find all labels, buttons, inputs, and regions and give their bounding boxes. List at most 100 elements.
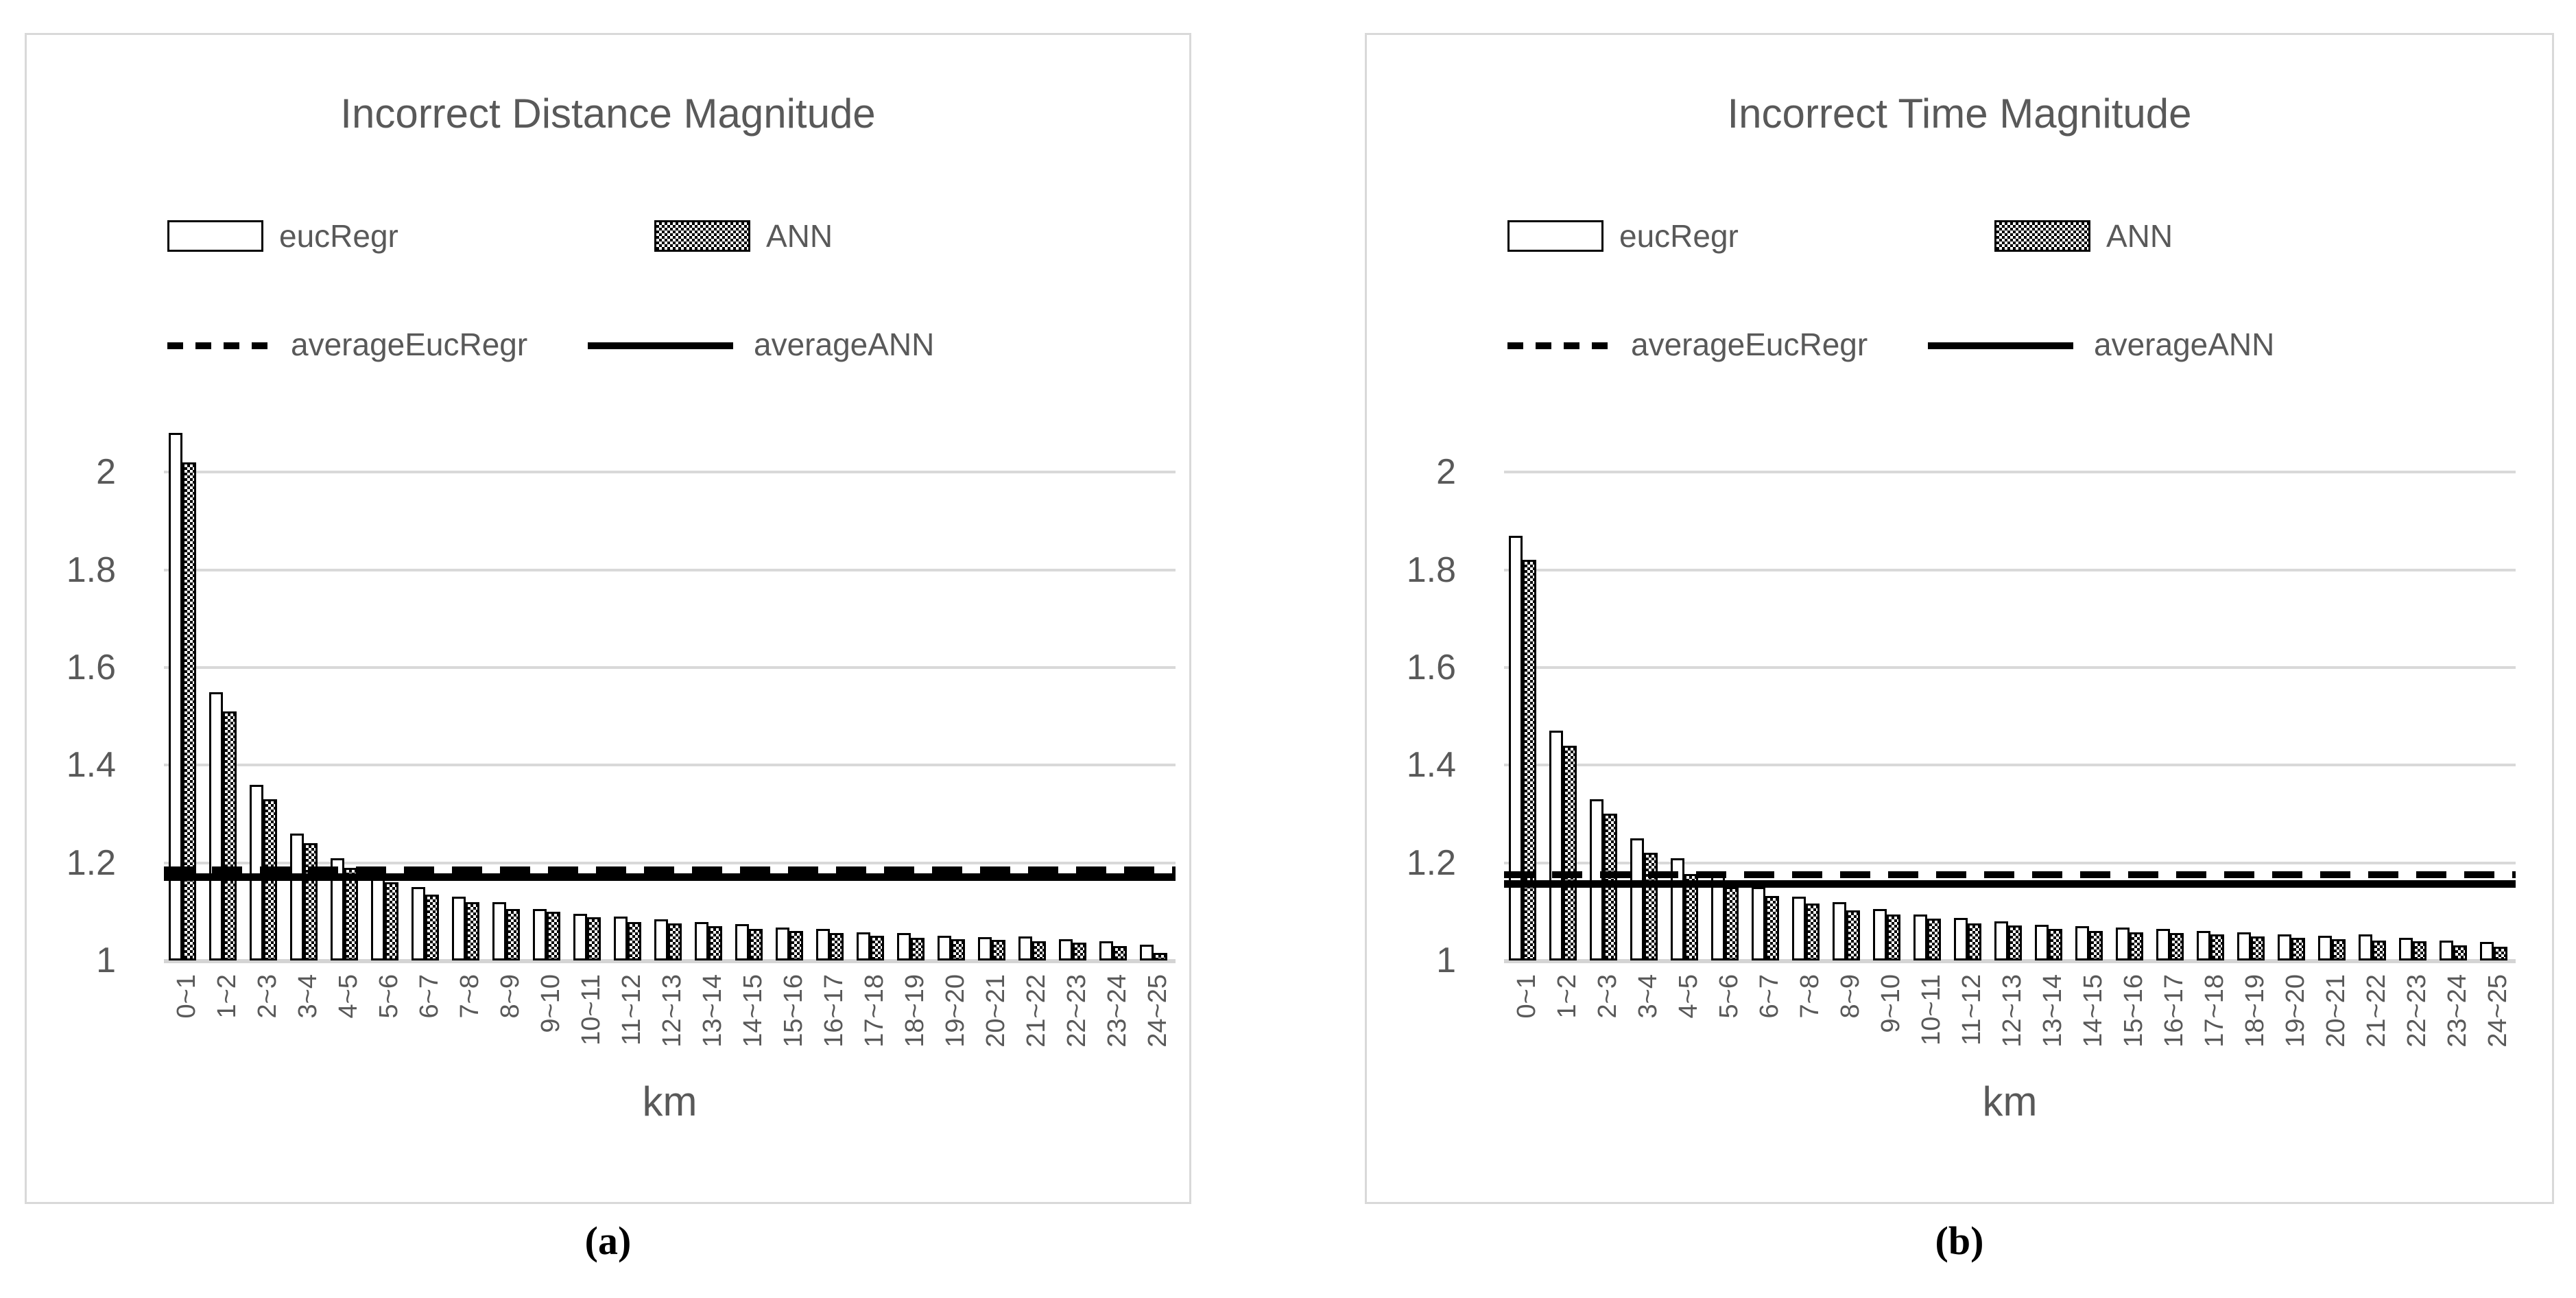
bar-eucRegr [451, 897, 466, 960]
bar-ANN [1072, 942, 1086, 960]
bar-ANN [2493, 947, 2507, 960]
bar-eucRegr [2439, 940, 2453, 960]
gridline [164, 861, 1176, 864]
bar-ANN [1724, 886, 1739, 960]
legend-swatch-averageEucRegr-dashed-line [167, 342, 270, 349]
gridline [164, 959, 1176, 963]
y-tick-label: 1.4 [66, 745, 116, 786]
x-tick-label: 1~2 [212, 974, 241, 1019]
bar-eucRegr [977, 936, 992, 960]
bar-eucRegr [2398, 937, 2413, 960]
y-tick-label: 2 [96, 452, 116, 493]
x-tick-label: 4~5 [333, 974, 363, 1019]
caption-a: (a) [584, 1218, 632, 1263]
bar-ANN [2169, 933, 2184, 960]
x-tick-label: 24~25 [2483, 974, 2512, 1048]
bar-eucRegr [2277, 934, 2291, 960]
bar-eucRegr [411, 887, 425, 960]
x-tick-label: 18~19 [900, 974, 929, 1048]
y-tick-label: 1.6 [1406, 647, 1456, 687]
bar-ANN [1846, 910, 1860, 960]
bar-eucRegr [573, 914, 587, 960]
legend-label-averageEucRegr: averageEucRegr [291, 327, 528, 362]
x-tick-label: 4~5 [1673, 974, 1703, 1019]
bar-ANN [789, 931, 803, 960]
x-tick-label: 17~18 [859, 974, 889, 1048]
legend-label-ANN: ANN [2106, 218, 2173, 254]
bar-ANN [1886, 914, 1900, 960]
bar-eucRegr [168, 433, 182, 960]
x-tick-label: 7~8 [1795, 974, 1824, 1019]
bar-eucRegr [2196, 931, 2210, 960]
gridline [164, 568, 1176, 571]
bar-ANN [2453, 945, 2467, 960]
bar-eucRegr [1508, 535, 1523, 960]
bar-ANN [1927, 919, 1941, 960]
bar-ANN [2250, 936, 2265, 960]
average-line-averageANN [1504, 880, 2516, 888]
bar-ANN [748, 928, 763, 960]
x-tick-label: 24~25 [1143, 974, 1172, 1048]
x-tick-label: 16~17 [2159, 974, 2189, 1048]
x-tick-label: 2~3 [252, 974, 282, 1019]
x-tick-label: 16~17 [819, 974, 848, 1048]
x-tick-label: 13~14 [2038, 974, 2067, 1048]
bar-eucRegr [2034, 925, 2049, 960]
x-tick-label: 10~11 [1916, 974, 1946, 1046]
bar-ANN [2210, 934, 2224, 960]
x-tick-label: 19~20 [940, 974, 970, 1048]
legend-label-averageANN: averageANN [754, 327, 935, 362]
x-tick-label: 12~13 [1997, 974, 2027, 1048]
bar-eucRegr [1630, 838, 1644, 960]
legend-swatch-averageANN-solid-line [1928, 342, 2073, 349]
average-line-averageEucRegr [164, 866, 1176, 874]
y-tick-label: 1.4 [1406, 745, 1456, 786]
bar-eucRegr [2075, 926, 2089, 960]
chart-title: Incorrect Time Magnitude [1727, 91, 2192, 137]
gridline [164, 665, 1176, 669]
x-tick-label: 19~20 [2280, 974, 2310, 1048]
bar-ANN [1562, 745, 1577, 960]
bar-ANN [2412, 941, 2426, 960]
bar-ANN [1153, 953, 1167, 960]
bar-eucRegr [735, 924, 749, 960]
x-tick-label: 11~12 [617, 974, 646, 1046]
y-tick-label: 1 [96, 941, 116, 980]
y-tick-label: 1.8 [1406, 550, 1456, 590]
bar-eucRegr [330, 858, 344, 960]
bar-eucRegr [2317, 935, 2332, 960]
bar-eucRegr [1058, 939, 1073, 960]
x-tick-label: 15~16 [778, 974, 808, 1048]
y-tick-label: 1 [1436, 941, 1456, 980]
gridline [164, 471, 1176, 474]
legend-label-eucRegr: eucRegr [279, 218, 398, 254]
bar-eucRegr [2358, 934, 2372, 960]
y-tick-label: 1.8 [66, 550, 116, 590]
bar-eucRegr [1018, 936, 1032, 960]
average-line-averageEucRegr [1504, 871, 2516, 879]
x-tick-label: 0~1 [171, 974, 201, 1019]
bar-ANN [991, 940, 1005, 960]
y-tick-label: 1.2 [1406, 842, 1456, 883]
bar-eucRegr [1549, 731, 1563, 960]
x-tick-label: 21~22 [2361, 974, 2391, 1048]
bar-eucRegr [1139, 944, 1154, 960]
bar-ANN [708, 926, 722, 960]
bar-ANN [384, 882, 398, 960]
bar-ANN [2129, 932, 2143, 960]
bar-ANN [1765, 896, 1779, 960]
y-tick-label: 1.6 [66, 647, 116, 687]
bar-ANN [1967, 923, 1981, 960]
legend-label-ANN: ANN [766, 218, 833, 254]
gridline [1504, 665, 2516, 669]
legend-swatch-eucRegr [1507, 220, 1603, 252]
x-axis-title: km [1982, 1078, 2038, 1124]
bar-ANN [425, 894, 439, 960]
x-tick-label: 18~19 [2240, 974, 2269, 1048]
x-tick-label: 14~15 [2078, 974, 2108, 1048]
bar-ANN [951, 939, 965, 960]
x-tick-label: 12~13 [657, 974, 687, 1048]
x-tick-label: 8~9 [1835, 974, 1865, 1019]
x-tick-label: 9~10 [1876, 974, 1905, 1033]
